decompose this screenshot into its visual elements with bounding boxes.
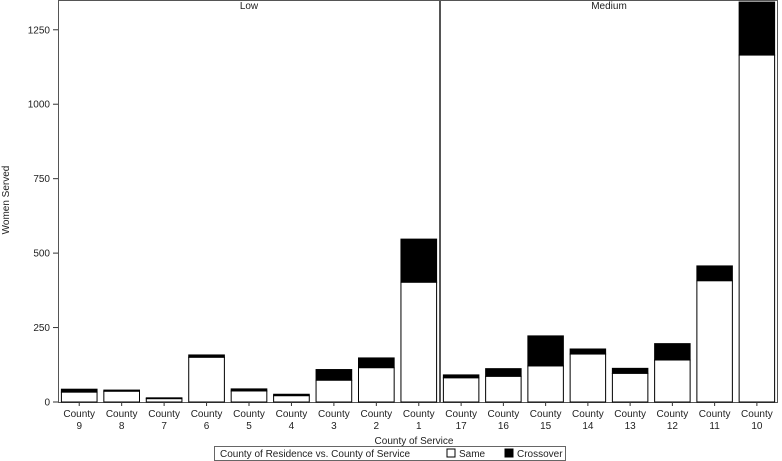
x-tick-label-line1: County <box>318 409 350 420</box>
x-tick-label-line1: County <box>191 409 223 420</box>
bar-same <box>611 372 649 403</box>
x-tick-label-line2: 16 <box>498 421 510 432</box>
legend: County of Residence vs. County of Servic… <box>214 446 566 461</box>
y-axis: 0 250 500 750 1000 1250 <box>28 25 58 409</box>
bar-crossover <box>400 238 438 283</box>
panel-frame <box>440 0 778 403</box>
legend-entry-label: Crossover <box>517 449 563 460</box>
bar-same <box>442 377 480 403</box>
x-tick-label-line1: County <box>403 409 435 420</box>
bar-crossover <box>654 343 691 361</box>
y-tick-label: 750 <box>33 174 50 185</box>
x-tick-label-line1: County <box>276 409 308 420</box>
x-tick-label-line1: County <box>488 409 520 420</box>
y-tick-label: 1000 <box>28 100 51 111</box>
bar-same <box>230 390 268 403</box>
bar-same <box>358 367 395 403</box>
y-tick-label: 500 <box>33 249 50 260</box>
bar-same <box>485 375 522 403</box>
x-tick-label-line2: 4 <box>289 421 295 432</box>
bar-crossover <box>315 369 353 381</box>
legend-entry-label: Same <box>459 449 486 460</box>
bar-same <box>654 359 691 403</box>
x-tick-label-line1: County <box>360 409 392 420</box>
x-tick-label-line2: 12 <box>667 421 679 432</box>
x-tick-label-line1: County <box>572 409 604 420</box>
bar-same <box>188 356 225 403</box>
x-tick-label-line1: County <box>233 409 265 420</box>
x-tick-label-line1: County <box>530 409 562 420</box>
x-tick-label-line2: 2 <box>374 421 380 432</box>
x-axis-title: County of Service <box>375 436 454 447</box>
x-tick-label-line2: 14 <box>582 421 594 432</box>
x-tick-label-line2: 6 <box>204 421 210 432</box>
x-tick-label-line1: County <box>106 409 138 420</box>
x-tick-label-line1: County <box>63 409 95 420</box>
x-tick-label-line2: 3 <box>331 421 337 432</box>
x-tick-label-line1: County <box>657 409 689 420</box>
chart-panels: LowCounty9County8County7County6County5Co… <box>58 0 778 432</box>
bar-crossover <box>527 335 564 367</box>
bar-same <box>400 281 438 403</box>
legend-swatch-crossover <box>504 448 514 458</box>
bar-same <box>738 54 776 403</box>
x-tick-label-line2: 17 <box>456 421 468 432</box>
x-tick-label-line1: County <box>699 409 731 420</box>
bar-crossover <box>358 357 395 369</box>
bar-same <box>569 353 607 403</box>
panel-low: LowCounty9County8County7County6County5Co… <box>58 0 440 432</box>
x-tick-label-line2: 5 <box>246 421 252 432</box>
bar-same <box>60 391 98 403</box>
panel-label: Low <box>240 1 259 12</box>
bar-crossover <box>611 367 649 374</box>
bar-same <box>103 390 140 403</box>
x-tick-label-line2: 8 <box>119 421 125 432</box>
bar-crossover <box>485 368 522 377</box>
bar-same <box>145 398 183 403</box>
x-tick-label-line2: 9 <box>76 421 82 432</box>
x-tick-label-line1: County <box>445 409 477 420</box>
bar-crossover <box>569 348 607 355</box>
x-tick-label-line1: County <box>148 409 180 420</box>
y-tick-label: 1250 <box>28 25 51 36</box>
legend-title: County of Residence vs. County of Servic… <box>220 449 411 460</box>
bar-same <box>315 379 353 403</box>
bar-same <box>273 395 310 403</box>
x-tick-label-line2: 11 <box>709 421 720 432</box>
x-tick-label-line2: 10 <box>751 421 763 432</box>
panel-label: Medium <box>591 1 627 12</box>
y-tick-label: 0 <box>44 398 50 409</box>
x-tick-label-line1: County <box>741 409 773 420</box>
x-tick-label-line2: 15 <box>540 421 552 432</box>
y-tick-label: 250 <box>33 323 50 334</box>
x-tick-label-line1: County <box>614 409 646 420</box>
panel-medium: MediumCounty17County16County15County14Co… <box>440 0 778 432</box>
bar-crossover <box>738 1 776 56</box>
x-tick-label-line2: 13 <box>625 421 637 432</box>
x-tick-label-line2: 1 <box>416 421 422 432</box>
bar-crossover <box>696 265 733 282</box>
bar-same <box>527 365 564 403</box>
panel-frame <box>58 0 440 403</box>
x-tick-label-line2: 7 <box>161 421 167 432</box>
legend-swatch-same <box>446 448 456 458</box>
bar-same <box>696 280 733 403</box>
y-axis-title: Women Served <box>1 166 12 235</box>
